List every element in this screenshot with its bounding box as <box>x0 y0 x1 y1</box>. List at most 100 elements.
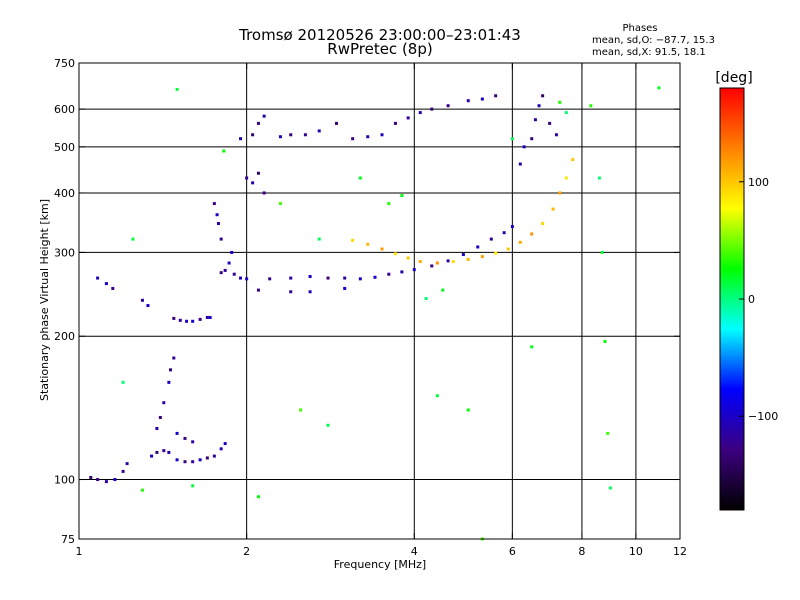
y-tick-label: 500 <box>54 141 75 154</box>
data-point <box>162 401 166 405</box>
x-tick-label: 8 <box>578 545 585 558</box>
data-point <box>335 121 339 125</box>
data-point <box>522 145 526 149</box>
data-point <box>198 458 202 462</box>
data-point <box>183 460 187 464</box>
data-point <box>256 121 260 125</box>
data-point <box>140 488 144 492</box>
data-point <box>373 275 377 279</box>
chart-title: Tromsø 20120526 23:00:00–23:01:43 <box>238 26 521 44</box>
data-point <box>303 133 307 137</box>
data-point <box>548 121 552 125</box>
stats-line-x: mean, sd,X: 91.5, 18.1 <box>592 47 706 58</box>
data-point <box>424 297 428 301</box>
data-point <box>435 394 439 398</box>
data-point <box>435 261 439 265</box>
data-point <box>412 268 416 272</box>
data-point <box>461 252 465 256</box>
data-point <box>262 114 266 118</box>
data-point <box>518 240 522 244</box>
data-point <box>317 237 321 241</box>
data-point <box>227 261 231 265</box>
data-point <box>530 345 534 349</box>
data-point <box>446 104 450 108</box>
data-point <box>558 100 562 104</box>
data-point <box>167 450 171 454</box>
data-point <box>518 162 522 166</box>
data-point <box>205 315 209 319</box>
data-point <box>169 368 173 372</box>
x-tick-label: 10 <box>629 545 643 558</box>
data-point <box>326 276 330 280</box>
data-point <box>278 202 282 206</box>
data-point <box>223 268 227 272</box>
data-point <box>406 256 410 260</box>
data-point <box>551 207 555 211</box>
data-point <box>326 423 330 427</box>
data-point <box>175 458 179 462</box>
data-point <box>494 251 498 255</box>
data-point <box>125 462 129 466</box>
data-point <box>400 270 404 274</box>
data-point <box>158 415 162 419</box>
data-point <box>167 380 171 384</box>
stats-heading: Phases <box>622 23 657 34</box>
data-point <box>351 137 355 141</box>
data-point <box>466 408 470 412</box>
y-tick-label: 400 <box>54 187 75 200</box>
data-point <box>358 277 362 281</box>
data-point <box>494 94 498 98</box>
data-point <box>537 104 541 108</box>
data-point <box>155 426 159 430</box>
series-group <box>89 356 227 484</box>
data-point <box>251 133 255 137</box>
data-point <box>571 158 575 162</box>
data-point <box>185 319 189 323</box>
data-point <box>466 257 470 261</box>
data-point <box>597 176 601 180</box>
colorbar-tick-label: −100 <box>748 410 778 423</box>
data-point <box>564 176 568 180</box>
data-point <box>406 116 410 120</box>
data-point <box>191 484 195 488</box>
data-point <box>393 121 397 125</box>
plot-frame <box>78 62 681 540</box>
data-point <box>208 315 212 319</box>
data-point <box>111 286 115 290</box>
data-point <box>510 225 514 229</box>
x-axis-label: Frequency [MHz] <box>334 558 426 571</box>
data-point <box>219 237 223 241</box>
colorbar-tick-label: 100 <box>748 176 769 189</box>
y-tick-label: 200 <box>54 330 75 343</box>
data-point <box>96 276 100 280</box>
data-point <box>530 137 534 141</box>
data-point <box>245 176 249 180</box>
data-point <box>172 356 176 360</box>
data-point <box>489 237 493 241</box>
data-point <box>113 478 117 482</box>
data-point <box>245 277 249 281</box>
data-point <box>198 317 202 321</box>
data-point <box>317 129 321 133</box>
data-point <box>380 133 384 137</box>
data-point <box>146 304 150 308</box>
data-point <box>121 469 125 473</box>
data-point <box>96 478 100 482</box>
y-tick-label: 750 <box>54 57 75 70</box>
data-point <box>603 339 607 343</box>
data-point <box>533 118 537 122</box>
data-point <box>215 213 219 217</box>
data-point <box>564 111 568 115</box>
data-point <box>351 238 355 242</box>
data-point <box>256 495 260 499</box>
data-point <box>600 250 604 254</box>
y-tick-label: 300 <box>54 246 75 259</box>
x-tick-label: 6 <box>509 545 516 558</box>
data-point <box>104 282 108 286</box>
data-point <box>216 222 220 226</box>
data-point <box>418 260 422 264</box>
data-point <box>358 176 362 180</box>
y-tick-label: 100 <box>54 474 75 487</box>
data-point <box>400 194 404 198</box>
data-point <box>104 480 108 484</box>
